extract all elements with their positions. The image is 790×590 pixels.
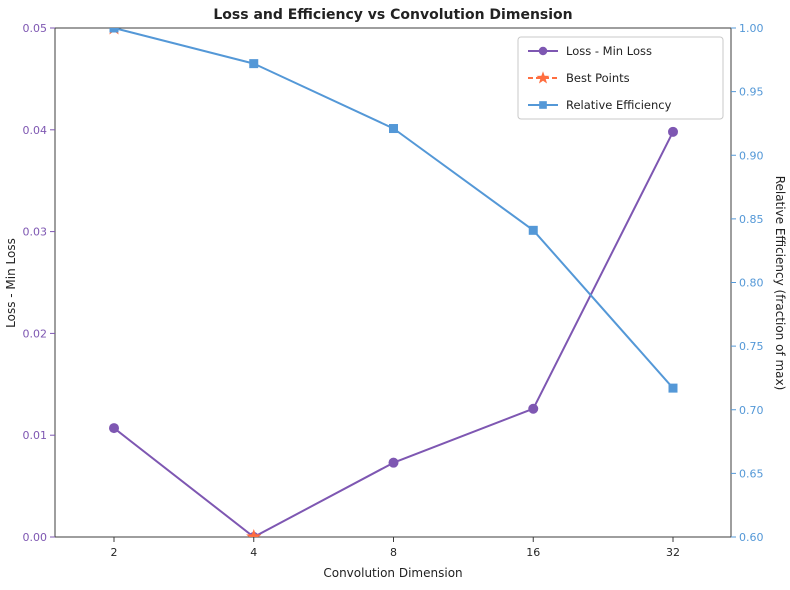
left-tick-label: 0.03 [23, 226, 48, 239]
right-tick-label: 0.65 [739, 467, 764, 480]
x-tick-label: 8 [390, 546, 397, 559]
y-axis-label-right: Relative Efficiency (fraction of max) [773, 176, 787, 391]
legend-label: Loss - Min Loss [566, 44, 652, 58]
marker-star [536, 71, 550, 84]
legend-box [517, 36, 724, 120]
x-tick-label: 32 [666, 546, 680, 559]
axes-layer: 2 4 8 16 32 0.00 0.01 0.02 0.03 0.04 0.05 0.60 0.65 0… [23, 22, 764, 559]
legend-label: Best Points [566, 71, 630, 85]
right-tick-label: 0.80 [739, 277, 764, 290]
right-tick-label: 1.00 [739, 22, 764, 35]
marker-circle [668, 126, 678, 137]
y-axis-label-left: Loss - Min Loss [4, 238, 18, 328]
series-line-loss-min-loss [113, 131, 674, 537]
left-tick-label: 0.02 [23, 327, 48, 340]
marker-square [249, 59, 259, 69]
marker-circle [388, 457, 399, 468]
x-axis-label: Convolution Dimension [323, 566, 462, 580]
marker-square [109, 28, 119, 33]
x-tick-label: 2 [111, 546, 118, 559]
left-tick-label: 0.01 [23, 429, 48, 442]
right-tick-label: 0.90 [739, 149, 764, 162]
legend-item-relative-efficiency: Relative Efficiency [528, 98, 672, 112]
marker-square [539, 101, 547, 109]
legend-item-loss-min-loss: Loss - Min Loss [528, 44, 652, 58]
series-clip-group [109, 28, 678, 537]
left-tick-label: 0.04 [23, 124, 48, 137]
marker-square [389, 124, 398, 134]
x-tick-label: 4 [250, 546, 257, 559]
right-tick-label: 0.75 [739, 340, 764, 353]
x-tick-label: 16 [526, 546, 540, 559]
right-tick-label: 0.95 [739, 86, 764, 99]
marker-circle [528, 403, 539, 414]
marker-circle [538, 46, 548, 56]
right-tick-label: 0.70 [739, 404, 764, 417]
chart-title: Loss and Efficiency vs Convolution Dimen… [213, 7, 572, 23]
right-tick-label: 0.60 [739, 531, 764, 544]
right-tick-label: 0.85 [739, 213, 764, 226]
left-tick-label: 0.00 [23, 531, 48, 544]
marker-square [528, 225, 538, 235]
legend-label: Relative Efficiency [566, 98, 672, 112]
marker-star [246, 529, 262, 537]
marker-circle [109, 423, 119, 434]
left-tick-label: 0.05 [23, 22, 48, 35]
series-layer [109, 28, 678, 537]
legend-item-best-points: Best Points [528, 71, 630, 85]
marker-square [668, 383, 678, 393]
legend: Loss - Min Loss Best Points Relative Effic… [517, 36, 724, 120]
